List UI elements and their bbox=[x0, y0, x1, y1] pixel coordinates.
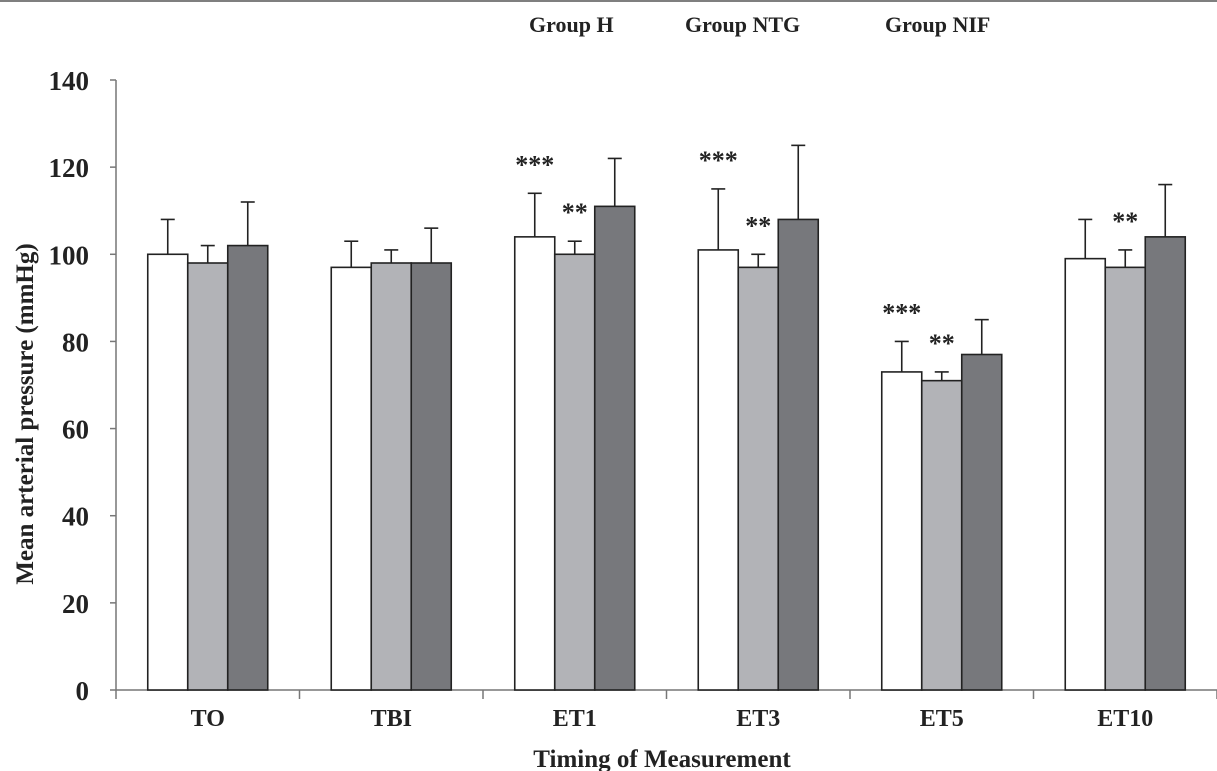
significance-marker: *** bbox=[699, 146, 738, 175]
bar bbox=[920, 379, 963, 691]
y-tick-label: 20 bbox=[62, 589, 89, 619]
bar bbox=[697, 249, 740, 691]
significance-marker: ** bbox=[1112, 207, 1138, 236]
x-axis-label: Timing of Measurement bbox=[533, 746, 791, 771]
bar bbox=[1144, 236, 1187, 691]
y-tick-label: 40 bbox=[62, 502, 89, 532]
x-tick-label: TO bbox=[191, 706, 225, 732]
legend-item-group-h: Group H bbox=[529, 12, 614, 37]
bar bbox=[370, 262, 413, 691]
bar bbox=[1104, 266, 1147, 691]
significance-marker: *** bbox=[515, 150, 554, 179]
y-axis-label: Mean arterial pressure (mmHg) bbox=[12, 243, 39, 584]
y-tick-label: 60 bbox=[62, 415, 89, 445]
bars bbox=[146, 144, 1187, 691]
y-tick-label: 0 bbox=[76, 676, 90, 706]
y-tick-label: 120 bbox=[49, 153, 90, 183]
bar bbox=[513, 236, 556, 691]
x-tick-label: ET5 bbox=[920, 706, 964, 732]
y-tick-label: 140 bbox=[49, 66, 90, 96]
x-tick-label: ET3 bbox=[736, 706, 780, 732]
significance-marker: ** bbox=[929, 329, 955, 358]
bar bbox=[410, 262, 453, 691]
bar bbox=[1064, 257, 1107, 691]
y-tick-label: 80 bbox=[62, 327, 89, 357]
significance-marker: ** bbox=[745, 211, 771, 240]
bar bbox=[777, 218, 820, 691]
bar bbox=[330, 266, 373, 691]
bar bbox=[880, 371, 923, 691]
bar bbox=[737, 266, 780, 691]
bar bbox=[593, 205, 636, 691]
bar bbox=[186, 262, 229, 691]
bar bbox=[146, 253, 189, 691]
legend-item-group-nif: Group NIF bbox=[885, 12, 991, 37]
significance-marker: *** bbox=[882, 298, 921, 327]
x-tick-label: ET10 bbox=[1097, 706, 1153, 732]
bar bbox=[553, 253, 596, 691]
y-tick-label: 100 bbox=[49, 240, 90, 270]
legend: Group H Group NTG Group NIF bbox=[0, 8, 1217, 48]
significance-marker: ** bbox=[562, 198, 588, 227]
legend-item-group-ntg: Group NTG bbox=[685, 12, 801, 37]
annotations: ***************** bbox=[515, 146, 1138, 358]
bar bbox=[226, 244, 269, 691]
x-tick-label: TBI bbox=[371, 706, 412, 732]
bar bbox=[960, 353, 1003, 691]
x-tick-label: ET1 bbox=[553, 706, 597, 732]
axes: 0 20 40 60 80 100 120 140 TO TBI ET1 ET3 ET5 ET10 bbox=[49, 66, 1217, 732]
